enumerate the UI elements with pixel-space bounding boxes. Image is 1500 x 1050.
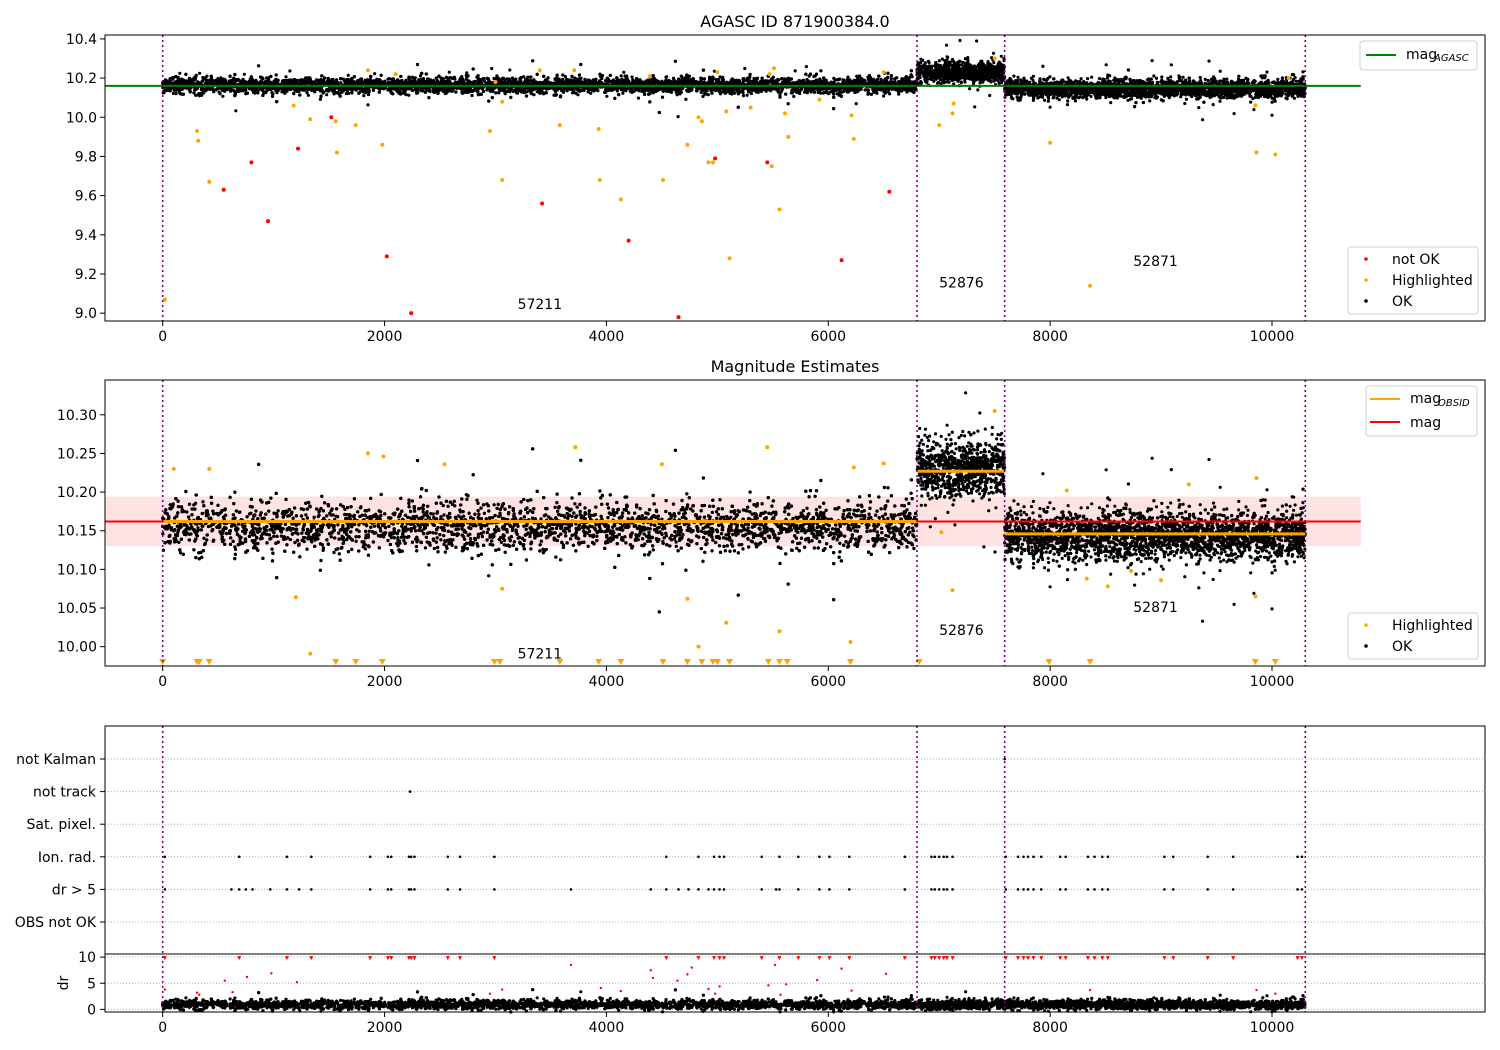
agasc-ok-point [706,93,710,97]
agasc-ok-point [622,70,626,74]
agasc-ok-point [366,103,370,107]
agasc-ok-point [882,94,886,98]
agasc-ok-point [741,94,746,98]
agasc-ok-point [424,72,428,76]
agasc-ok-point [621,91,625,95]
agasc-ok-point [563,75,568,79]
agasc-panel-plot-area [105,35,1361,321]
agasc-ok-point [495,74,499,78]
agasc-ok-point [712,69,717,73]
agasc-ok-point [721,75,725,79]
agasc-ok-point [889,77,893,81]
agasc-ok-point [490,66,494,71]
agasc-ok-point [745,93,749,97]
agasc-ok-point [178,71,182,75]
agasc-ok-point [205,74,209,78]
agasc-ok-point [447,70,451,74]
agasc-ok-point [373,72,377,76]
agasc-ok-point [262,91,266,95]
agasc-ok-point [241,77,245,81]
agasc-ok-point [325,93,329,97]
agasc-ok-point [288,69,292,73]
agasc-ok-point [214,88,218,92]
agasc-ok-point [339,81,343,85]
agasc-ok-point [605,94,609,98]
agasc-panel: AGASC ID 871900384.0 0 2000 4000 6000 8000 10… [66,12,1486,345]
agasc-ok-point [218,92,222,96]
agasc-ok-point [198,71,202,75]
agasc-panel-title: AGASC ID 871900384.0 [700,12,889,31]
agasc-ok-point [346,73,350,77]
agasc-ok-point [561,77,565,81]
agasc-ok-point [407,93,411,97]
agasc-ok-point [242,72,246,76]
agasc-ok-point [630,75,634,79]
agasc-ok-point [532,93,536,97]
agasc-ok-point [362,94,366,98]
agasc-ok-point [743,66,747,71]
agasc-ok-point [221,94,225,98]
agasc-ok-point [793,69,797,73]
agasc-ok-point [854,102,858,106]
agasc-ok-point [780,77,784,81]
agasc-ok-point [676,115,680,119]
agasc-ok-point [804,65,809,69]
agasc-ok-point [636,96,641,100]
agasc-ok-point [514,77,518,81]
agasc-ok-point [863,88,867,92]
agasc-ok-point [403,92,407,96]
agasc-ok-point [749,91,754,96]
agasc-ok-point [792,94,796,99]
agasc-ok-point [561,73,565,77]
agasc-ok-point [508,68,512,72]
agasc-ok-point [234,109,238,113]
agasc-ok-point [386,77,390,81]
agasc-ok-point [619,74,623,78]
agasc-ok-point [171,91,175,95]
agasc-ok-point [306,93,310,97]
agasc-ok-point [174,92,178,96]
